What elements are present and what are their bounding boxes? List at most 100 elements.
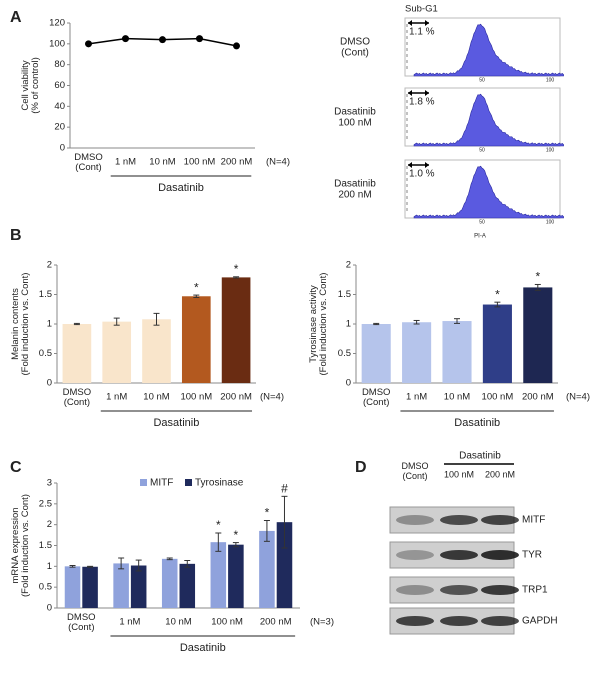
sample-label: Dasatinib 200 nM	[334, 178, 376, 200]
x-tick-label: 200 nM	[260, 617, 292, 628]
y-tick-label: 0.5	[39, 582, 52, 593]
bar	[402, 322, 432, 383]
significance-mark: *	[234, 262, 239, 276]
band	[396, 616, 434, 626]
error-bar	[494, 301, 501, 308]
x-tick-label: 100 nM	[482, 392, 514, 403]
significance-mark: *	[234, 528, 239, 542]
group-label: Dasatinib	[454, 417, 500, 429]
legend-swatch	[185, 479, 192, 486]
histogram	[413, 165, 564, 219]
x-tick-label: 200 nM	[220, 392, 252, 403]
bar	[62, 324, 92, 383]
sample-label: Dasatinib 100 nM	[334, 106, 376, 128]
error-bar	[87, 565, 94, 568]
band	[440, 616, 478, 626]
y-tick-label: 2	[47, 519, 52, 530]
x-tick-label: DMSO (Cont)	[362, 386, 391, 407]
error-bar	[233, 276, 240, 279]
x-tick-label: 100 nM	[184, 157, 216, 168]
point	[159, 36, 166, 44]
x-tick-label: 10 nM	[165, 617, 191, 628]
bar	[221, 277, 251, 383]
group-label: Dasatinib	[158, 182, 204, 194]
bar	[181, 296, 211, 383]
band	[481, 550, 519, 560]
panel-letter: D	[355, 459, 367, 476]
protein-label: TYR	[522, 550, 542, 561]
error-bar	[232, 542, 239, 548]
bar	[130, 565, 147, 608]
significance-mark: #	[281, 482, 288, 496]
group-label: Dasatinib	[180, 642, 226, 654]
group-label: Dasatinib	[153, 417, 199, 429]
x-tick-label: 100	[546, 219, 555, 225]
bar	[113, 563, 129, 608]
x-tick-label: 100 nM	[211, 617, 243, 628]
protein-label: MITF	[522, 515, 545, 526]
error-bar	[413, 319, 420, 325]
bar	[276, 522, 293, 608]
n-label: (N=3)	[310, 617, 334, 628]
bar	[161, 558, 178, 608]
y-tick-label: 2	[47, 260, 52, 271]
bar	[210, 542, 227, 608]
x-tick-label: 50	[479, 219, 485, 225]
band	[481, 515, 519, 525]
x-tick-label: 1 nM	[106, 392, 127, 403]
bar	[361, 324, 391, 383]
band	[396, 515, 434, 525]
y-tick-label: 0	[47, 378, 52, 389]
significance-mark: *	[216, 518, 221, 532]
y-tick-label: 0	[60, 143, 65, 154]
y-tick-label: 40	[54, 101, 65, 112]
error-bar	[69, 565, 76, 568]
bar	[523, 287, 553, 383]
bar	[82, 566, 98, 608]
legend-label: MITF	[150, 478, 173, 489]
x-tick-label: 50	[479, 77, 485, 83]
dose-label: 100 nM	[444, 469, 474, 479]
band	[481, 616, 519, 626]
sample-label: DMSO (Cont)	[340, 36, 370, 58]
error-bar	[153, 312, 160, 326]
point	[233, 42, 240, 50]
gate-label: Sub-G1	[405, 4, 438, 15]
y-tick-label: 0.5	[338, 348, 351, 359]
error-bar	[193, 294, 200, 298]
x-tick-label: 100 nM	[180, 392, 212, 403]
x-tick-label: 1 nM	[119, 617, 140, 628]
y-tick-label: 3	[47, 478, 52, 489]
n-label: (N=4)	[260, 392, 284, 403]
y-tick-label: 100	[49, 38, 65, 49]
x-tick-label: 100	[546, 77, 555, 83]
error-bar	[166, 557, 173, 561]
band	[396, 550, 434, 560]
x-tick-label: 1 nM	[406, 392, 427, 403]
y-tick-label: 1	[346, 319, 351, 330]
x-tick-label: 10 nM	[444, 392, 470, 403]
y-axis-label: Tyrosinase activity(Fold induction vs. C…	[307, 273, 328, 376]
y-tick-label: 1.5	[39, 540, 52, 551]
error-bar	[281, 495, 288, 549]
x-tick-label: 100	[546, 147, 555, 153]
bar	[442, 321, 472, 383]
x-tick-label: 200 nM	[221, 157, 253, 168]
band	[440, 515, 478, 525]
gate-percent: 1.1 %	[409, 27, 435, 38]
significance-mark: *	[495, 287, 500, 301]
y-tick-label: 80	[54, 59, 65, 70]
treatment-label: Dasatinib	[459, 451, 501, 462]
x-tick-label: DMSO (Cont)	[63, 386, 92, 407]
x-tick-label: DMSO (Cont)	[74, 151, 103, 172]
x-tick-label: 50	[479, 147, 485, 153]
error-bar	[118, 557, 125, 570]
y-tick-label: 0	[47, 603, 52, 614]
y-tick-label: 120	[49, 18, 65, 29]
error-bar	[113, 317, 120, 326]
error-bar	[534, 283, 541, 291]
y-tick-label: 0.5	[39, 348, 52, 359]
n-label: (N=4)	[566, 392, 590, 403]
point	[122, 35, 129, 43]
